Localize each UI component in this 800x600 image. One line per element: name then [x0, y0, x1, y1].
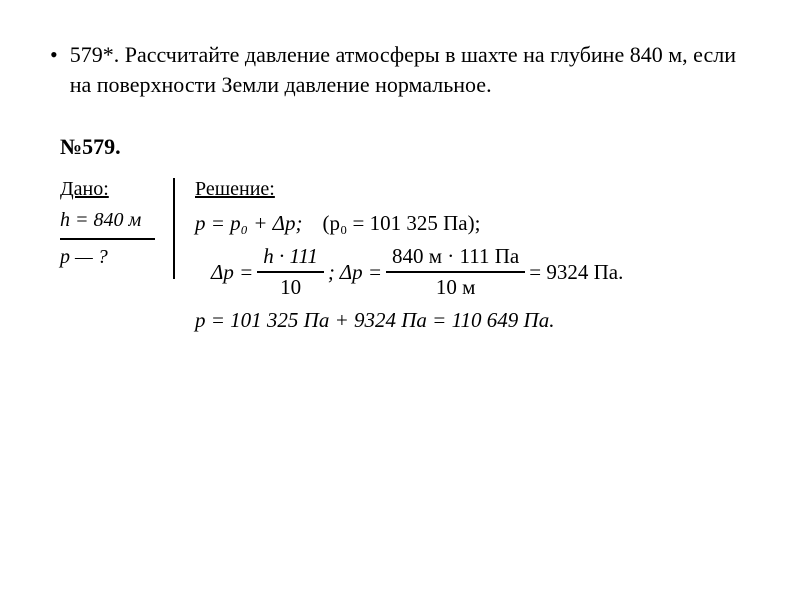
h-value: h = 840 м: [60, 209, 141, 231]
frac1-num: h · 111: [257, 244, 324, 273]
formula-main: p = p₀ + Δp;: [195, 211, 302, 236]
deltap-prefix: Δp =: [211, 260, 253, 285]
solution-header: №579.: [60, 134, 750, 160]
given-h: h = 840 м: [60, 209, 155, 240]
p0-value: (p₀ = 101 325 Па);: [322, 211, 480, 236]
given-column: Дано: h = 840 м p — ?: [60, 178, 175, 279]
solution-line-3: p = 101 325 Па + 9324 Па = 110 649 Па.: [195, 308, 750, 333]
solution-label: Решение:: [195, 178, 750, 201]
problem-statement: • 579*. Рассчитайте давление атмосферы в…: [50, 40, 750, 99]
fraction-1: h · 111 10: [257, 244, 324, 300]
solution-column: Решение: p = p₀ + Δp; (p₀ = 101 325 Па);…: [175, 178, 750, 339]
fraction-2: 840 м · 111 Па 10 м: [386, 244, 525, 300]
problem-text: 579*. Рассчитайте давление атмосферы в ш…: [70, 40, 750, 99]
given-find: p — ?: [60, 246, 155, 269]
line2-result: = 9324 Па.: [529, 260, 623, 285]
problem-number: 579*.: [70, 42, 120, 67]
bullet-point: •: [50, 42, 58, 68]
solution-block: №579. Дано: h = 840 м p — ? Решение: p =…: [50, 134, 750, 339]
final-answer: p = 101 325 Па + 9324 Па = 110 649 Па.: [195, 308, 554, 333]
solution-line-1: p = p₀ + Δp; (p₀ = 101 325 Па);: [195, 211, 750, 236]
sep: ; Δp =: [328, 260, 382, 285]
solution-line-2: Δp = h · 111 10 ; Δp = 840 м · 111 Па 10…: [195, 244, 750, 300]
problem-body: Рассчитайте давление атмосферы в шахте н…: [70, 42, 736, 97]
frac2-num: 840 м · 111 Па: [386, 244, 525, 273]
given-label: Дано:: [60, 178, 155, 201]
frac1-den: 10: [274, 273, 307, 300]
solution-body: Дано: h = 840 м p — ? Решение: p = p₀ + …: [60, 178, 750, 339]
find-value: p — ?: [60, 246, 108, 268]
frac2-den: 10 м: [430, 273, 482, 300]
